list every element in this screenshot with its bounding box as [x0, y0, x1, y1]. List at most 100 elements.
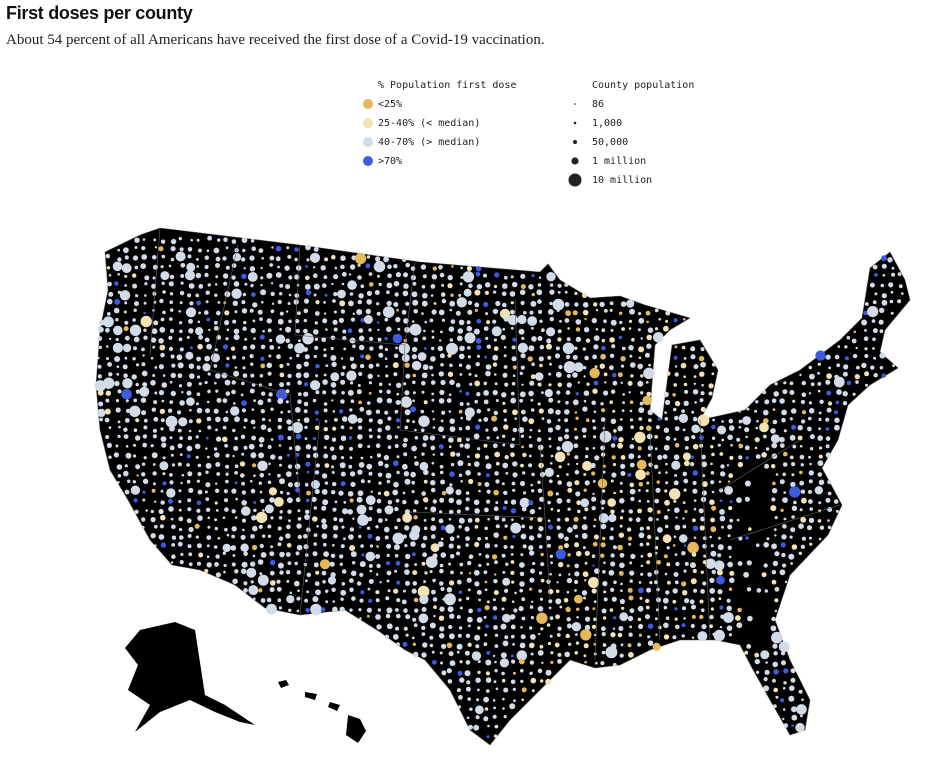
legend-title: County population: [592, 80, 694, 91]
county-dot: [450, 462, 455, 467]
county-dot: [400, 396, 412, 408]
county-dot: [316, 525, 319, 528]
county-dot: [108, 291, 114, 297]
county-dot: [486, 689, 490, 693]
county-dot: [158, 246, 164, 252]
county-dot: [368, 564, 373, 568]
county-dot: [234, 366, 238, 369]
county-dot: [410, 541, 416, 547]
county-dot: [457, 328, 464, 334]
county-dot: [267, 398, 272, 403]
county-dot: [795, 722, 805, 733]
county-dot: [205, 507, 211, 512]
county-dot: [285, 552, 291, 557]
county-dot: [556, 474, 560, 478]
county-dot: [269, 559, 276, 566]
legend-label: 86: [592, 99, 604, 110]
county-dot: [547, 427, 554, 433]
county-dot: [493, 338, 497, 342]
county-dot: [663, 325, 669, 332]
county-dot: [440, 537, 444, 541]
county-dot: [484, 580, 488, 584]
county-dot: [574, 594, 583, 604]
county-dot: [593, 524, 596, 528]
county-dot: [97, 356, 100, 360]
county-dot: [375, 256, 381, 262]
county-dot: [512, 374, 516, 378]
county-dot: [477, 447, 481, 451]
county-dot: [170, 238, 177, 245]
county-dot: [548, 383, 552, 387]
county-dot: [692, 488, 698, 494]
county-dot: [189, 373, 195, 379]
county-dot: [584, 579, 587, 582]
county-dot: [369, 434, 373, 439]
county-dot: [455, 310, 461, 316]
county-dot: [582, 460, 593, 471]
county-dot: [475, 266, 482, 272]
county-dot: [259, 490, 263, 494]
county-dot: [684, 460, 690, 467]
county-dot: [782, 524, 787, 529]
county-dot: [503, 535, 508, 540]
county-dot: [271, 302, 275, 305]
county-dot: [339, 606, 345, 612]
county-dot: [97, 374, 102, 379]
county-dot: [431, 472, 436, 477]
county-dot: [679, 534, 688, 543]
county-dot: [566, 498, 571, 503]
county-dot: [494, 724, 499, 729]
county-dot: [113, 325, 123, 336]
county-dot: [761, 572, 767, 578]
county-dot: [809, 507, 813, 511]
county-dot: [432, 426, 436, 429]
county-dot: [557, 659, 562, 664]
county-dot: [782, 563, 787, 568]
county-dot: [519, 371, 523, 376]
county-dot: [549, 362, 552, 366]
county-dot: [197, 489, 203, 495]
county-dot: [356, 504, 367, 515]
county-dot: [484, 482, 490, 487]
county-dot: [170, 561, 174, 564]
county-dot: [718, 480, 722, 484]
county-dot: [167, 498, 174, 504]
county-dot: [412, 552, 416, 557]
county-dot: [637, 446, 642, 451]
county-dot: [404, 326, 411, 333]
county-dot: [260, 356, 265, 361]
county-dot: [466, 265, 472, 272]
county-dot: [627, 536, 633, 541]
county-dot: [501, 517, 506, 522]
county-dot: [162, 481, 167, 486]
county-dot: [457, 437, 462, 443]
county-dot: [638, 581, 642, 584]
county-dot: [484, 355, 488, 359]
county-dot: [261, 300, 264, 304]
county-dot: [459, 562, 464, 567]
county-dot: [710, 445, 714, 449]
county-dot: [340, 264, 345, 270]
county-dot: [584, 561, 588, 565]
county-dot: [521, 517, 524, 520]
county-dot: [555, 424, 561, 431]
county-dot: [872, 300, 877, 305]
county-dot: [285, 389, 290, 394]
county-dot: [296, 596, 301, 601]
county-dot: [501, 482, 505, 486]
county-dot: [340, 544, 345, 549]
county-dot: [827, 479, 832, 485]
county-dot: [710, 607, 715, 611]
county-dot: [162, 290, 166, 294]
county-dot: [607, 498, 616, 507]
county-dot: [690, 455, 694, 459]
county-dot: [404, 525, 410, 531]
county-dot: [367, 479, 371, 484]
county-dot: [592, 426, 597, 430]
county-dot: [338, 445, 344, 451]
county-dot: [819, 525, 825, 530]
county-dot: [664, 489, 668, 493]
county-dot: [511, 600, 515, 603]
county-dot: [565, 633, 570, 639]
county-dot: [514, 417, 517, 420]
